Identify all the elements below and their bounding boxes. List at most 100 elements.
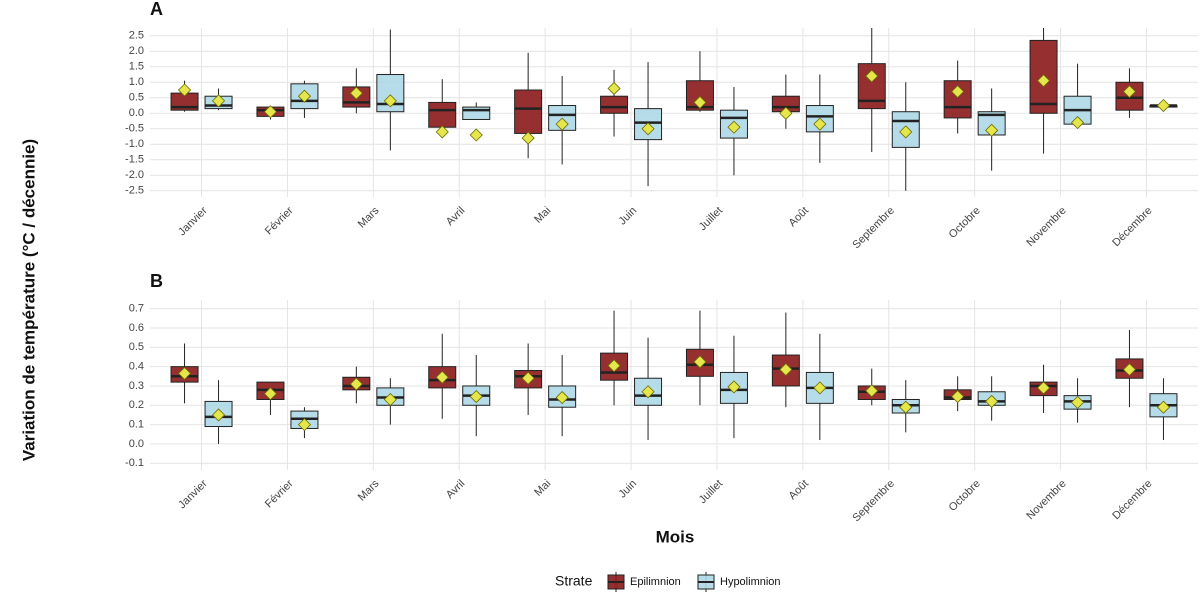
mean-marker — [211, 408, 226, 422]
x-tick-label: Février — [263, 204, 296, 237]
mean-marker — [607, 81, 621, 96]
mean-marker — [1156, 400, 1171, 414]
mean-marker — [555, 117, 569, 131]
mean-marker — [1036, 74, 1051, 88]
y-tick-label: -2.0 — [125, 169, 144, 181]
x-tick-label: Août — [787, 205, 811, 229]
x-tick-label: Mars — [356, 204, 382, 230]
mean-marker — [1156, 98, 1171, 113]
y-tick-label: 0.0 — [129, 438, 144, 450]
mean-marker — [641, 122, 655, 136]
mean-marker — [349, 86, 363, 100]
x-tick-label: Juin — [616, 478, 639, 501]
mean-marker — [899, 400, 913, 414]
box — [428, 101, 457, 128]
y-tick-label: 0.7 — [129, 303, 144, 315]
mean-marker — [469, 128, 483, 142]
y-tick-label: 0.0 — [129, 107, 144, 119]
mean-marker — [899, 125, 913, 139]
mean-marker — [521, 371, 535, 385]
mean-marker — [865, 384, 879, 398]
mean-marker — [297, 89, 312, 103]
legend-label: Hypolimnion — [720, 576, 781, 588]
x-tick-label: Mars — [356, 477, 382, 503]
y-tick-label: -0.5 — [125, 123, 144, 135]
y-tick-label: 0.4 — [129, 361, 144, 373]
mean-marker — [693, 355, 707, 369]
x-tick-label: Janvier — [176, 204, 210, 238]
x-axis-label: Mois — [656, 527, 695, 546]
y-tick-label: 0.3 — [129, 380, 144, 392]
mean-marker — [607, 359, 621, 373]
x-tick-label: Septembre — [850, 478, 897, 525]
mean-marker — [435, 125, 449, 139]
mean-marker — [555, 390, 569, 405]
mean-marker — [727, 380, 741, 394]
y-tick-label: 2.0 — [129, 45, 144, 57]
mean-marker — [469, 390, 483, 404]
y-tick-label: -2.5 — [125, 185, 144, 197]
mean-marker — [641, 385, 655, 399]
x-tick-label: Octobre — [947, 478, 983, 514]
box — [514, 89, 543, 134]
legend-label: Epilimnion — [630, 576, 681, 588]
x-tick-label: Juillet — [697, 478, 725, 506]
mean-marker — [297, 418, 312, 432]
mean-marker — [779, 106, 793, 120]
mean-marker — [263, 105, 278, 119]
mean-marker — [435, 370, 449, 384]
y-tick-label: 0.2 — [129, 399, 144, 411]
mean-marker — [813, 381, 827, 395]
mean-marker — [521, 131, 535, 145]
mean-marker — [779, 362, 793, 377]
x-tick-label: Septembre — [850, 205, 897, 252]
panel-title: B — [150, 271, 163, 291]
x-tick-label: Février — [263, 477, 296, 510]
mean-marker — [865, 69, 879, 83]
mean-marker — [383, 94, 397, 108]
x-tick-label: Octobre — [947, 205, 983, 241]
y-tick-label: 2.5 — [129, 30, 144, 42]
y-tick-label: 0.6 — [129, 322, 144, 334]
x-tick-label: Juillet — [697, 205, 725, 233]
y-tick-label: -0.1 — [125, 457, 144, 469]
legend-title: Strate — [555, 573, 593, 589]
y-tick-label: 0.5 — [129, 92, 144, 104]
y-tick-label: 1.0 — [129, 76, 144, 88]
mean-marker — [1122, 85, 1137, 99]
mean-marker — [693, 95, 707, 109]
mean-marker — [951, 85, 965, 99]
y-tick-label: 0.5 — [129, 341, 144, 353]
x-tick-label: Juin — [616, 205, 639, 228]
y-tick-label: 1.5 — [129, 61, 144, 73]
x-tick-label: Décembre — [1110, 478, 1154, 522]
x-tick-label: Janvier — [176, 477, 210, 511]
mean-marker — [263, 387, 278, 401]
mean-marker — [985, 394, 999, 408]
mean-marker — [1070, 116, 1085, 130]
x-tick-label: Novembre — [1024, 205, 1068, 249]
mean-marker — [1036, 381, 1051, 395]
x-tick-label: Mai — [532, 205, 553, 226]
mean-marker — [727, 120, 741, 134]
y-tick-label: -1.5 — [125, 154, 144, 166]
x-tick-label: Avril — [444, 205, 467, 228]
x-tick-label: Décembre — [1110, 205, 1154, 249]
x-tick-label: Août — [787, 478, 811, 502]
mean-marker — [985, 123, 999, 137]
x-tick-label: Avril — [444, 478, 467, 501]
x-tick-label: Mai — [532, 478, 553, 499]
y-axis-label: Variation de température (°C / décennie) — [19, 139, 38, 461]
box — [600, 95, 629, 114]
mean-marker — [1122, 362, 1137, 377]
x-tick-label: Novembre — [1024, 478, 1068, 522]
y-tick-label: 0.1 — [129, 419, 144, 431]
panel-title: A — [150, 0, 163, 19]
mean-marker — [1070, 395, 1085, 409]
mean-marker — [383, 392, 397, 407]
mean-marker — [177, 83, 192, 97]
mean-marker — [349, 377, 363, 391]
mean-marker — [211, 94, 226, 108]
mean-marker — [813, 117, 827, 131]
